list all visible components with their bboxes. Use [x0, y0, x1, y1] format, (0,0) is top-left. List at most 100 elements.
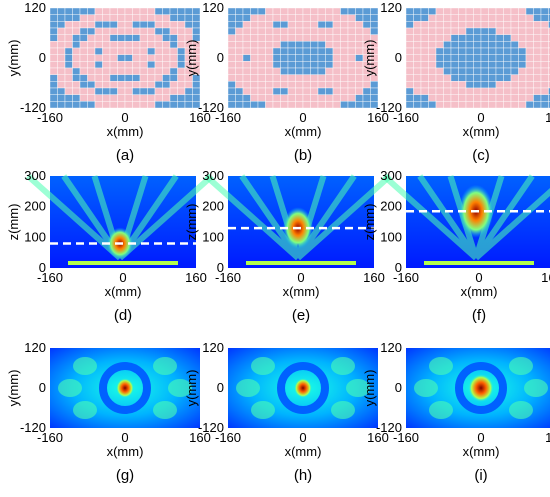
- panel-label: (g): [116, 467, 134, 484]
- pattern-cell: [488, 34, 497, 42]
- plot-area: [50, 348, 200, 428]
- pattern-cell: [169, 61, 178, 69]
- pattern-cell: [109, 34, 118, 42]
- pattern-cell: [428, 81, 437, 89]
- pattern-cell: [102, 14, 111, 22]
- pattern-cell: [420, 34, 429, 42]
- pattern-cell: [235, 87, 244, 95]
- pattern-cell: [355, 94, 364, 102]
- pattern-cell: [124, 21, 133, 29]
- pattern-cell: [443, 14, 452, 22]
- pattern-cell: [420, 61, 429, 69]
- pattern-cell: [405, 14, 414, 22]
- pattern-cell: [184, 81, 193, 89]
- pattern-cell: [405, 81, 414, 89]
- y-axis-label: y(mm): [184, 40, 199, 77]
- pattern-cell: [302, 81, 311, 89]
- pattern-cell: [242, 54, 251, 62]
- pattern-cell: [147, 81, 156, 89]
- pattern-cell: [332, 87, 341, 95]
- pattern-cell: [310, 27, 319, 35]
- pattern-cell: [64, 34, 73, 42]
- pattern-cell: [405, 74, 414, 82]
- beam-lobe: [382, 173, 478, 261]
- pattern-cell: [139, 47, 148, 55]
- pattern-cell: [265, 27, 274, 35]
- pattern-cell: [227, 27, 236, 35]
- pattern-cell: [280, 101, 289, 109]
- pattern-cell: [548, 61, 550, 69]
- pattern-cell: [147, 67, 156, 75]
- pattern-cell: [405, 87, 414, 95]
- pattern-cell: [488, 74, 497, 82]
- pattern-cell: [102, 81, 111, 89]
- pattern-cell: [495, 21, 504, 29]
- pattern-cell: [317, 54, 326, 62]
- pattern-cell: [450, 67, 459, 75]
- pattern-cell: [64, 61, 73, 69]
- pattern-cell: [147, 7, 156, 15]
- pattern-cell: [242, 94, 251, 102]
- pattern-cell: [87, 41, 96, 49]
- x-tick-label: 160: [367, 110, 389, 125]
- pattern-cell: [540, 54, 549, 62]
- pattern-cell: [227, 87, 236, 95]
- x-tick-label: -160: [37, 430, 63, 445]
- pattern-cell: [420, 14, 429, 22]
- pattern-cell: [250, 67, 259, 75]
- pattern-cell: [317, 67, 326, 75]
- pattern-cell: [370, 101, 379, 109]
- pattern-cell: [242, 41, 251, 49]
- pattern-cell: [280, 61, 289, 69]
- pattern-cell: [102, 47, 111, 55]
- pattern-cell: [302, 54, 311, 62]
- pattern-cell: [495, 47, 504, 55]
- pattern-cell: [548, 101, 550, 109]
- pattern-cell: [420, 87, 429, 95]
- pattern-cell: [340, 67, 349, 75]
- pattern-cell: [162, 21, 171, 29]
- pattern-cell: [184, 94, 193, 102]
- pattern-cell: [310, 67, 319, 75]
- pattern-cell: [272, 87, 281, 95]
- pattern-cell: [139, 94, 148, 102]
- pattern-cell: [420, 27, 429, 35]
- pattern-cell: [525, 34, 534, 42]
- pattern-cell: [428, 74, 437, 82]
- pattern-cell: [510, 101, 519, 109]
- pattern-cell: [57, 41, 66, 49]
- pattern-cell: [57, 87, 66, 95]
- y-tick-label: 0: [217, 50, 224, 65]
- pattern-cell: [109, 87, 118, 95]
- pattern-cell: [147, 47, 156, 55]
- x-tick-label: -160: [37, 110, 63, 125]
- pattern-cell: [87, 87, 96, 95]
- pattern-cell: [473, 67, 482, 75]
- pattern-cell: [72, 94, 81, 102]
- pattern-cell: [302, 41, 311, 49]
- pattern-cell: [109, 81, 118, 89]
- pattern-cell: [235, 94, 244, 102]
- pattern-cell: [525, 14, 534, 22]
- pattern-cell: [257, 27, 266, 35]
- pattern-cell: [443, 41, 452, 49]
- pattern-cell: [295, 54, 304, 62]
- pattern-cell: [488, 41, 497, 49]
- pattern-cell: [109, 41, 118, 49]
- pattern-cell: [132, 47, 141, 55]
- pattern-cell: [518, 81, 527, 89]
- pattern-cell: [458, 74, 467, 82]
- pattern-cell: [265, 21, 274, 29]
- pattern-cell: [79, 87, 88, 95]
- pattern-cell: [465, 74, 474, 82]
- pattern-cell: [102, 21, 111, 29]
- pattern-cell: [94, 67, 103, 75]
- pattern-cell: [272, 61, 281, 69]
- pattern-cell: [347, 14, 356, 22]
- pattern-cell: [117, 7, 126, 15]
- pattern-cell: [154, 101, 163, 109]
- pattern-cell: [317, 27, 326, 35]
- pattern-cell: [488, 87, 497, 95]
- pattern-cell: [242, 61, 251, 69]
- dark-ring: [277, 362, 329, 414]
